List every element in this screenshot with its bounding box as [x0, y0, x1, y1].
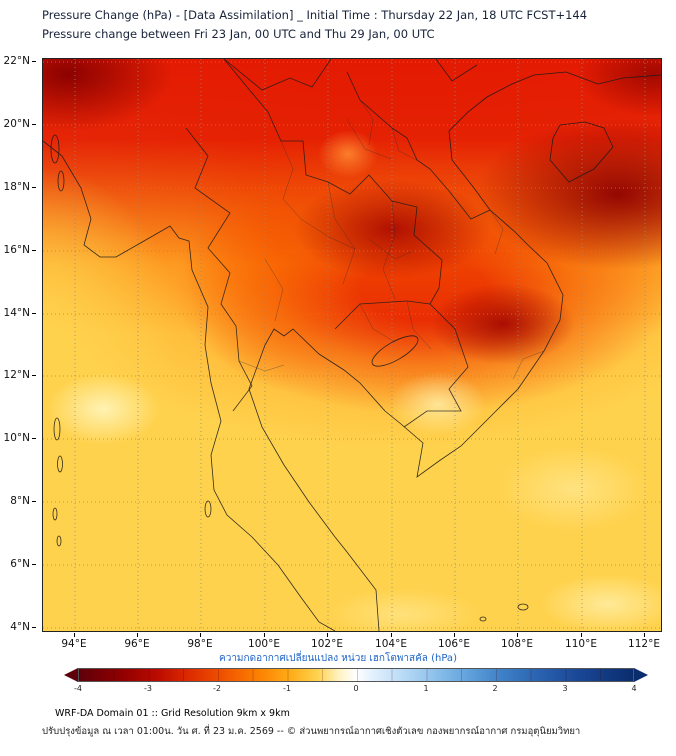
colorbar-tick: -1: [283, 684, 291, 693]
country-boundaries: [43, 59, 661, 631]
lat-label: 20°N: [0, 118, 36, 130]
colorbar-tick: -2: [213, 684, 221, 693]
lon-label: 98°E: [180, 633, 220, 650]
lon-label: 94°E: [54, 633, 94, 650]
lon-label: 96°E: [117, 633, 157, 650]
hainan-island-outline: [549, 121, 614, 183]
footer-domain-info: WRF-DA Domain 01 :: Grid Resolution 9km …: [55, 708, 290, 719]
colorbar-tick: 2: [492, 684, 498, 693]
lat-label: 14°N: [0, 307, 36, 319]
colorbar-tick: 1: [423, 684, 429, 693]
lat-label: 18°N: [0, 181, 36, 193]
lon-label: 102°E: [307, 633, 347, 650]
map-frame: [42, 58, 662, 632]
province-borders: [238, 99, 545, 380]
lon-label: 104°E: [371, 633, 411, 650]
tonle-sap-lake-outline: [371, 335, 419, 367]
coastline: [43, 71, 661, 631]
lon-label: 112°E: [624, 633, 664, 650]
lon-label: 108°E: [497, 633, 537, 650]
colorbar: -4 -3 -2 -1 0 1 2 3 4: [64, 668, 648, 700]
colorbar-tick: 4: [631, 684, 637, 693]
colorbar-tick: 0: [353, 684, 359, 693]
page-title: Pressure Change (hPa) - [Data Assimilati…: [42, 8, 588, 22]
lat-label: 10°N: [0, 432, 36, 444]
lon-label: 100°E: [244, 633, 284, 650]
colorbar-gradient: [78, 668, 634, 682]
national-borders: [185, 59, 491, 428]
lon-label: 106°E: [434, 633, 474, 650]
colorbar-left-arrow: [64, 668, 78, 682]
lon-label: 110°E: [561, 633, 601, 650]
lat-label: 12°N: [0, 369, 36, 381]
lat-label: 16°N: [0, 244, 36, 256]
colorbar-tick: -4: [74, 684, 82, 693]
colorbar-right-arrow: [634, 668, 648, 682]
lat-label: 8°N: [0, 495, 36, 507]
footer-update-info: ปรับปรุงข้อมูล ณ เวลา 01:00น. วัน ศ. ที่…: [42, 726, 581, 737]
page-subtitle: Pressure change between Fri 23 Jan, 00 U…: [42, 27, 435, 41]
pressure-change-field: [43, 59, 661, 631]
colorbar-tick: 3: [562, 684, 568, 693]
colorbar-tick: -3: [144, 684, 152, 693]
lat-label: 4°N: [0, 621, 36, 633]
lat-label: 6°N: [0, 558, 36, 570]
colorbar-label: ความกดอากาศเปลี่ยนแปลง หน่วย เฮกโตพาสคัล…: [219, 653, 457, 664]
lat-label: 22°N: [0, 55, 36, 67]
